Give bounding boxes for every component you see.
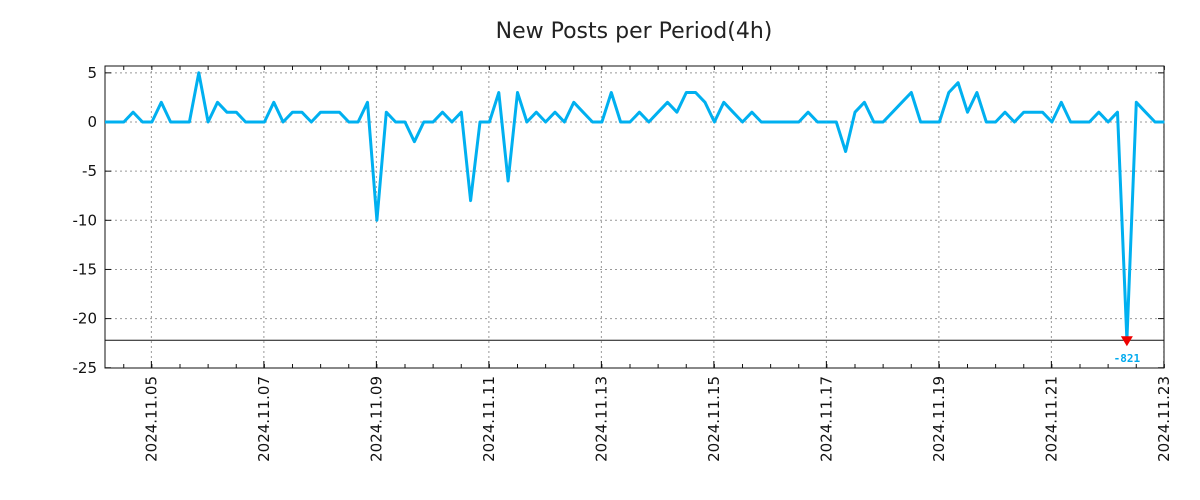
y-tick-label: 0 — [87, 113, 97, 131]
min-value-label: -821 — [1114, 352, 1141, 365]
chart-title: New Posts per Period(4h) — [496, 19, 773, 44]
x-tick-label: 2024.11.23 — [1155, 376, 1173, 462]
y-tick-label: -5 — [82, 162, 97, 180]
y-tick-label: -25 — [73, 359, 98, 377]
x-tick-label: 2024.11.07 — [255, 376, 273, 462]
y-tick-label: -15 — [73, 260, 98, 278]
x-tick-label: 2024.11.17 — [817, 376, 835, 462]
plot-frame — [104, 65, 1165, 369]
y-axis: 5 0 -5 -10 -15 -20 -25 — [73, 64, 1164, 377]
series — [104, 71, 1165, 342]
x-tick-label: 2024.11.11 — [480, 376, 498, 462]
x-tick-label: 2024.11.15 — [705, 376, 723, 462]
x-tick-label: 2024.11.21 — [1042, 376, 1060, 462]
x-axis: 2024.11.05 2024.11.07 2024.11.09 2024.11.11… — [123, 66, 1173, 462]
x-tick-label: 2024.11.13 — [592, 376, 610, 462]
min-marker-icon — [1120, 336, 1133, 347]
y-tick-label: 5 — [87, 64, 97, 82]
series-line-new-posts — [105, 71, 1165, 342]
y-tick-label: -10 — [73, 211, 98, 229]
y-tick-label: -20 — [73, 310, 98, 328]
x-tick-label: 2024.11.05 — [142, 376, 160, 462]
x-tick-label: 2024.11.19 — [930, 376, 948, 462]
x-tick-label: 2024.11.09 — [367, 376, 385, 462]
annotations: -821 — [1114, 336, 1141, 365]
